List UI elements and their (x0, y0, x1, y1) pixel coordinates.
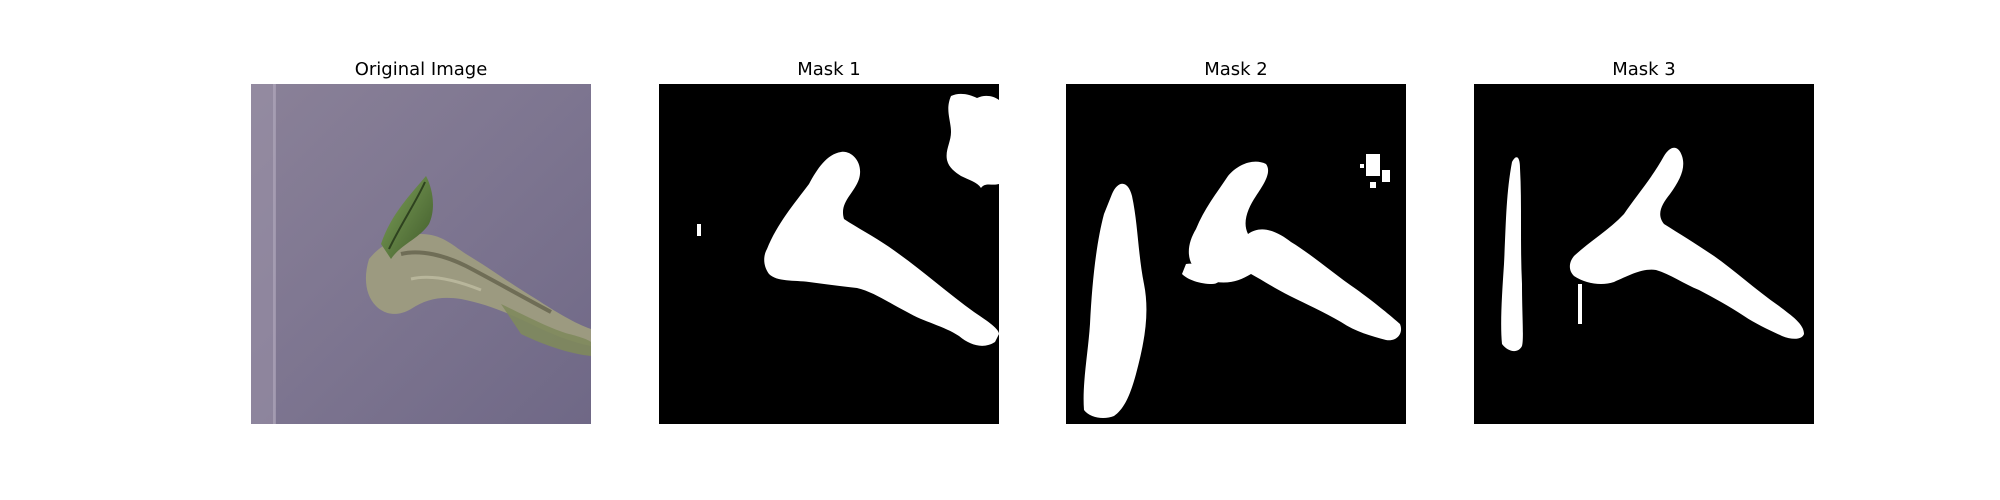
panel-title: Mask 1 (797, 59, 861, 80)
panel-title: Original Image (354, 59, 488, 80)
mask-1-image (659, 84, 999, 424)
panel-mask-2: Mask 2 (1066, 0, 1406, 500)
mask-3-image (1474, 84, 1814, 424)
panel-mask-3: Mask 3 (1474, 0, 1814, 500)
original-image (251, 84, 591, 424)
mask-2-image (1066, 84, 1406, 424)
panel-mask-1: Mask 1 (659, 0, 999, 500)
panel-original-image: Original Image (251, 0, 591, 500)
panel-title: Mask 3 (1612, 59, 1676, 80)
panel-title: Mask 2 (1204, 59, 1268, 80)
